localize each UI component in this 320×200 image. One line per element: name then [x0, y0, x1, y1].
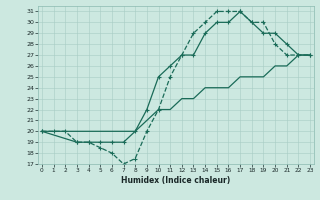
X-axis label: Humidex (Indice chaleur): Humidex (Indice chaleur)	[121, 176, 231, 185]
